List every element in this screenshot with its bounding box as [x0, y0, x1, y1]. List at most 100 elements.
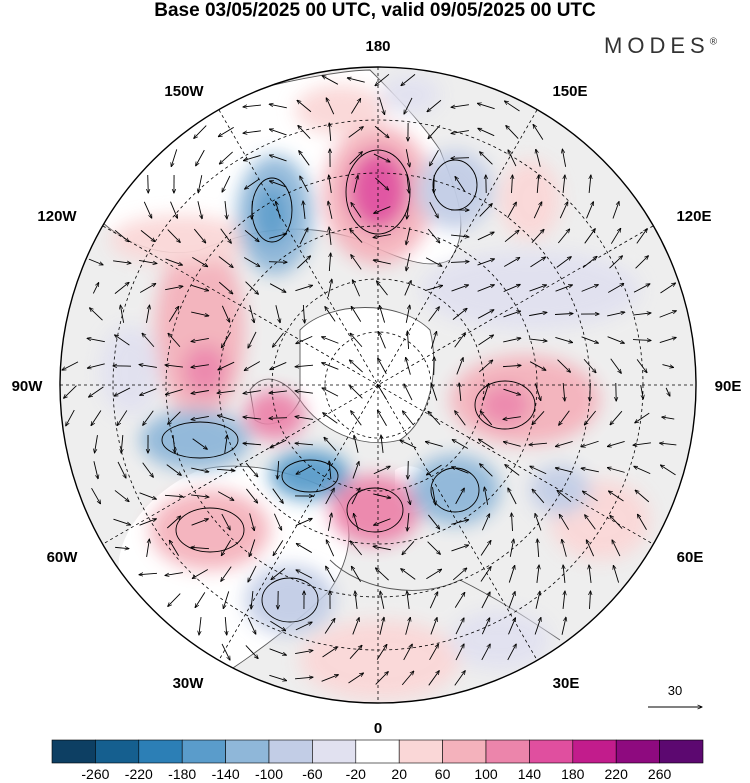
wind-vector: [191, 364, 209, 368]
wind-vector: [377, 384, 388, 400]
wind-vector: [216, 469, 235, 470]
wind-vector: [582, 491, 598, 502]
wind-vector: [329, 253, 330, 272]
wind-vector: [326, 98, 335, 115]
wind-vector: [329, 227, 331, 245]
colorbar-tick-label: 20: [391, 766, 407, 782]
wind-vector: [191, 519, 209, 526]
lon-label-180: 180: [365, 38, 390, 55]
wind-vector: [192, 569, 209, 579]
wind-vector: [321, 675, 339, 682]
colorbar-tick-label: 260: [648, 766, 672, 782]
wind-vector: [243, 130, 261, 133]
wind-vector: [429, 201, 439, 218]
wind-vector: [269, 283, 286, 293]
wind-vector: [557, 359, 571, 373]
wind-vector: [529, 285, 547, 292]
wind-vector: [507, 644, 516, 661]
colorbar-tick-label: -100: [255, 766, 283, 782]
wind-vector: [146, 305, 149, 323]
wind-vector: [662, 417, 675, 419]
wind-vector: [351, 203, 362, 218]
colorbar-swatch: [138, 739, 183, 764]
wind-vector: [406, 227, 411, 245]
wind-vector: [451, 104, 469, 108]
wind-vector: [632, 340, 651, 341]
wind-vector: [405, 149, 409, 167]
wind-vector: [327, 513, 331, 531]
wind-vector: [455, 488, 465, 505]
wind-vector: [430, 618, 437, 635]
wind-vector: [431, 383, 438, 401]
wind-vector: [269, 155, 287, 162]
wind-vector: [92, 283, 98, 294]
wind-vector: [165, 388, 183, 394]
wind-vector: [480, 411, 493, 426]
wind-vector: [581, 336, 599, 343]
wind-vector: [531, 229, 544, 243]
wind-vector: [660, 465, 676, 476]
wind-vector: [217, 415, 235, 422]
wind-vector: [324, 437, 337, 451]
wind-vector: [480, 540, 491, 556]
wind-vector: [270, 362, 287, 369]
wind-vector: [66, 409, 75, 426]
wind-vector: [249, 539, 256, 556]
wind-vector: [503, 338, 521, 343]
wind-vector: [220, 228, 232, 244]
wind-vector: [427, 541, 441, 555]
wind-vector: [428, 671, 439, 686]
wind-vector: [243, 257, 260, 266]
wind-vector: [243, 390, 261, 394]
wind-vector: [610, 228, 620, 244]
wind-vector: [143, 201, 151, 218]
wind-vector: [243, 443, 262, 445]
wind-vector: [295, 650, 313, 655]
wind-vector: [114, 229, 129, 241]
wind-vector: [451, 545, 468, 552]
wind-vector: [554, 313, 573, 314]
wind-vector: [89, 386, 104, 397]
wind-vector: [503, 311, 520, 318]
wind-vector: [269, 391, 287, 393]
wind-vector: [191, 547, 210, 548]
wind-vector: [168, 411, 181, 425]
wind-vector: [508, 618, 516, 635]
wind-vector: [140, 230, 155, 241]
contour: [346, 487, 404, 533]
wind-vector: [272, 488, 283, 504]
wind-vector: [478, 335, 494, 346]
wind-vector: [350, 541, 363, 556]
wind-vector: [296, 543, 312, 553]
wind-vector: [139, 365, 157, 368]
wind-vector: [400, 440, 417, 449]
wind-vector: [221, 305, 229, 322]
wind-vector: [610, 358, 622, 374]
wind-vector: [323, 413, 338, 424]
colorbar-swatch: [312, 739, 357, 764]
wind-vector: [376, 644, 387, 660]
wind-vector: [379, 305, 386, 323]
wind-vector: [62, 361, 79, 370]
wind-vector: [303, 304, 304, 323]
wind-vector: [248, 331, 257, 348]
wind-vector: [612, 202, 619, 219]
wind-vector: [139, 260, 157, 263]
wind-vector: [249, 513, 255, 530]
wind-vector: [585, 515, 596, 530]
wind-vector: [298, 125, 311, 139]
wind-vector: [530, 257, 545, 268]
wind-vector: [503, 284, 521, 292]
wind-vector: [139, 492, 157, 499]
wind-vector: [405, 305, 409, 323]
wind-vector: [87, 338, 105, 343]
wind-vector: [425, 442, 443, 447]
wind-vector: [295, 365, 314, 367]
meridian: [218, 109, 538, 661]
colorbar-tick-label: -60: [302, 766, 322, 782]
wind-vector: [408, 460, 409, 479]
wind-vector: [555, 468, 573, 473]
wind-vector: [193, 228, 205, 243]
wind-vector: [322, 337, 339, 344]
wind-vector: [662, 364, 673, 368]
